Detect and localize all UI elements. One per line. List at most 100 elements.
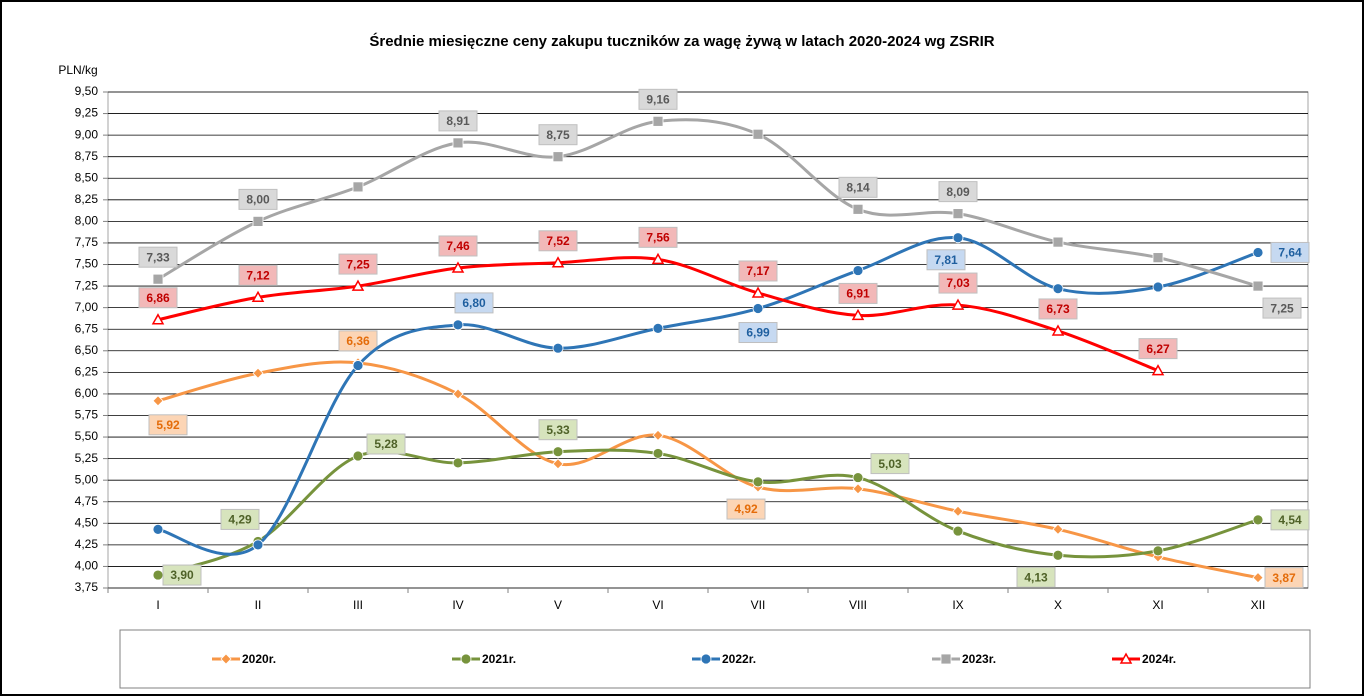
data-label-box <box>338 330 378 352</box>
marker <box>351 279 365 291</box>
marker <box>952 525 964 537</box>
data-label: 6,27 <box>1146 342 1170 356</box>
marker <box>652 115 664 127</box>
series-line <box>157 118 1259 288</box>
data-label-box <box>726 498 766 520</box>
marker <box>552 458 564 470</box>
data-label-box <box>138 246 178 268</box>
data-label-box <box>238 188 278 210</box>
data-label: 8,00 <box>246 193 270 207</box>
y-tick-label: 5,25 <box>75 451 99 465</box>
y-tick-label: 3,75 <box>75 580 99 594</box>
marker <box>552 446 564 458</box>
marker <box>252 367 264 379</box>
series: 3,90 4,29 5,28 5,33 5,03 4,13 4,54 <box>152 419 1310 588</box>
marker <box>1052 549 1064 561</box>
marker <box>1152 551 1164 563</box>
data-label: 9,16 <box>646 93 670 107</box>
data-label: 7,46 <box>446 239 470 253</box>
marker <box>952 505 964 517</box>
data-label-box <box>1138 338 1178 360</box>
marker <box>352 360 364 371</box>
x-tick-label: I <box>156 598 159 612</box>
data-label-box <box>238 264 278 286</box>
legend-label: 2023r. <box>962 652 996 666</box>
y-tick-label: 8,75 <box>75 149 99 163</box>
marker <box>1252 514 1264 526</box>
y-tick-label: 4,00 <box>75 559 99 573</box>
marker <box>1052 283 1064 295</box>
legend-label: 2020r. <box>242 652 276 666</box>
data-label: 5,28 <box>374 437 398 451</box>
marker <box>1151 364 1165 376</box>
data-label: 4,92 <box>734 502 758 516</box>
marker <box>460 653 472 665</box>
data-label-box <box>438 235 478 257</box>
y-tick-label: 4,75 <box>75 494 99 508</box>
y-tick-label: 4,25 <box>75 537 99 551</box>
data-label-box <box>738 260 778 282</box>
x-tick-label: V <box>554 598 562 612</box>
marker <box>1152 545 1164 557</box>
marker <box>251 290 265 303</box>
data-label: 6,36 <box>346 334 370 348</box>
x-tick-label: XI <box>1152 598 1163 612</box>
marker <box>1119 652 1133 664</box>
data-label: 7,64 <box>1278 246 1302 260</box>
data-label-box <box>870 453 910 475</box>
y-axis-label: PLN/kg <box>58 63 97 77</box>
data-label: 7,03 <box>946 276 970 290</box>
data-label-box <box>926 249 966 271</box>
marker <box>752 476 764 488</box>
x-tick-label: VII <box>751 598 766 612</box>
data-label-box <box>538 419 578 441</box>
legend-label: 2022r. <box>722 652 756 666</box>
data-label: 8,91 <box>446 114 470 128</box>
marker <box>451 261 465 273</box>
data-label-box <box>1038 298 1078 320</box>
marker <box>951 298 965 310</box>
chart-title: Średnie miesięczne ceny zakupu tuczników… <box>369 32 994 50</box>
legend-label: 2021r. <box>482 652 516 666</box>
y-tick-label: 7,00 <box>75 300 99 314</box>
marker <box>852 483 864 495</box>
y-tick-label: 8,00 <box>75 214 99 228</box>
data-label: 7,52 <box>546 234 570 248</box>
y-tick-label: 8,25 <box>75 192 99 206</box>
data-label-box <box>1270 241 1310 263</box>
marker <box>452 137 464 149</box>
marker <box>700 653 712 665</box>
y-tick-label: 9,25 <box>75 106 99 120</box>
data-label-box <box>938 272 978 294</box>
x-tick-label: VIII <box>849 598 867 612</box>
marker <box>452 319 464 331</box>
legend-label: 2024r. <box>1142 652 1176 666</box>
marker <box>352 450 364 462</box>
marker <box>552 151 564 163</box>
data-label: 7,25 <box>346 257 370 271</box>
data-label-box <box>138 287 178 309</box>
data-label-box <box>738 322 778 344</box>
plot-area <box>107 91 1309 589</box>
marker <box>151 313 165 325</box>
marker <box>452 457 464 469</box>
y-tick-label: 4,50 <box>75 515 99 529</box>
data-label: 4,13 <box>1024 570 1048 584</box>
marker <box>752 303 764 314</box>
data-label-box <box>454 292 494 314</box>
data-label: 5,03 <box>878 457 902 471</box>
marker <box>652 322 664 334</box>
series-line <box>157 360 1259 580</box>
marker <box>651 252 665 265</box>
marker <box>1152 281 1164 293</box>
data-label: 5,33 <box>546 423 570 437</box>
series: 6,86 7,12 7,25 7,46 7,52 7,56 7,17 6,91 7,03 6,73… <box>138 226 1178 376</box>
marker <box>152 395 164 407</box>
marker <box>952 208 964 220</box>
x-tick-label: IV <box>452 598 463 612</box>
x-tick-label: III <box>353 598 363 612</box>
data-label: 7,56 <box>646 231 670 245</box>
y-tick-label: 9,50 <box>75 84 99 98</box>
